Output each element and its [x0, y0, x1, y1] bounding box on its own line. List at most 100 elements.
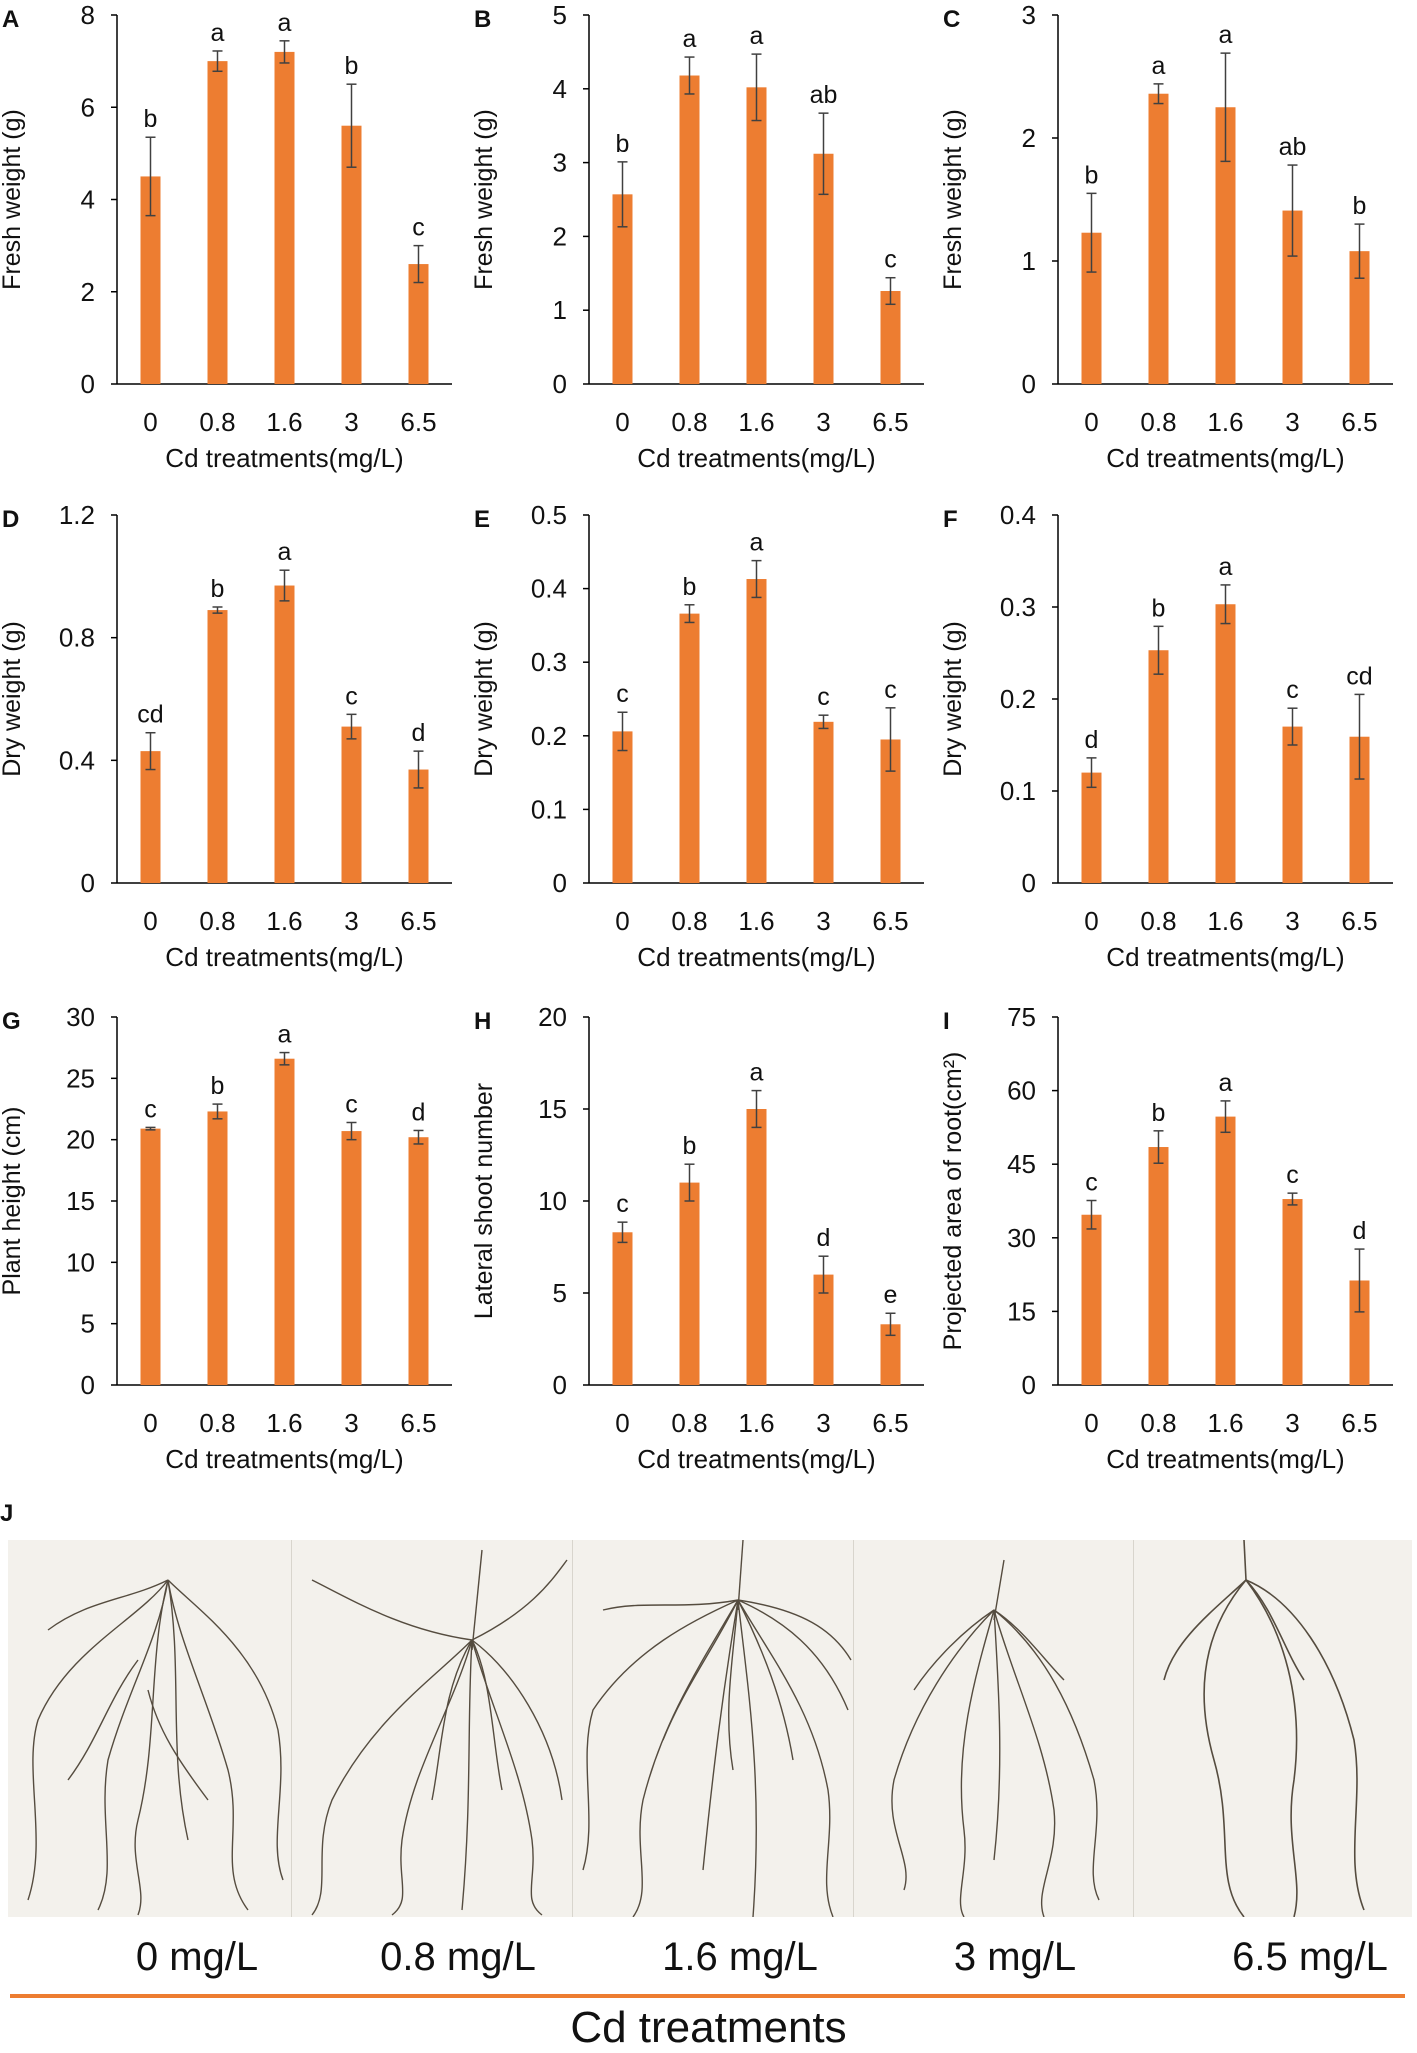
significance-letter-i-3: c	[1286, 1161, 1299, 1189]
x-tick-label-f-3: 3	[1285, 906, 1299, 936]
panel-label-h: H	[474, 1008, 491, 1035]
bar-e-4	[880, 739, 901, 883]
x-tick-label-i-2: 1.6	[1207, 1408, 1243, 1438]
bar-c-0	[1081, 232, 1102, 384]
significance-letter-b-3: ab	[810, 81, 838, 109]
bar-i-4	[1349, 1280, 1370, 1385]
y-tick-label-a: 8	[81, 0, 95, 30]
significance-letter-c-2: a	[1219, 21, 1233, 49]
significance-letter-d-4: d	[412, 719, 426, 747]
y-tick-label-b: 2	[553, 221, 567, 251]
y-tick-label-g: 5	[81, 1309, 95, 1339]
bar-d-0	[140, 751, 161, 883]
significance-letter-c-1: a	[1152, 52, 1166, 80]
y-tick-label-i: 0	[1022, 1370, 1036, 1400]
y-tick-label-a: 4	[81, 185, 95, 215]
y-tick-label-i: 75	[1007, 1002, 1036, 1032]
significance-letter-e-4: c	[884, 676, 897, 704]
significance-letter-i-1: b	[1152, 1099, 1166, 1127]
significance-letter-h-0: c	[616, 1190, 629, 1218]
x-tick-label-c-3: 3	[1285, 407, 1299, 437]
significance-letter-b-2: a	[750, 22, 764, 50]
y-tick-label-b: 4	[553, 74, 567, 104]
x-axis-label-h: Cd treatments(mg/L)	[637, 1444, 875, 1474]
bar-a-3	[341, 125, 362, 384]
root-photo-0	[27, 1579, 284, 1916]
x-axis-label-c: Cd treatments(mg/L)	[1106, 443, 1344, 473]
y-tick-label-d: 0	[81, 868, 95, 898]
bar-e-3	[813, 721, 834, 883]
significance-letter-e-2: a	[750, 529, 764, 557]
treatment-title: Cd treatments	[570, 2003, 847, 2052]
concentration-label-3: 3 mg/L	[953, 1935, 1077, 1979]
y-tick-label-g: 30	[66, 1002, 95, 1032]
bar-d-1	[207, 610, 228, 883]
x-tick-label-a-2: 1.6	[266, 407, 302, 437]
significance-letter-g-1: b	[211, 1072, 225, 1100]
x-tick-label-i-1: 0.8	[1140, 1408, 1176, 1438]
y-tick-label-h: 15	[538, 1094, 567, 1124]
y-tick-label-g: 20	[66, 1125, 95, 1155]
x-tick-label-d-2: 1.6	[266, 906, 302, 936]
x-axis-label-e: Cd treatments(mg/L)	[637, 942, 875, 972]
chart-g: G 0 5 10 15 20 25 30 Plant height (cm) c 0 b 0.8 a 1.6…	[0, 1002, 452, 1474]
x-tick-label-b-2: 1.6	[738, 407, 774, 437]
bar-a-4	[408, 264, 429, 384]
significance-letter-c-0: b	[1085, 161, 1099, 189]
bar-e-0	[612, 731, 633, 883]
x-tick-label-d-4: 6.5	[400, 906, 436, 936]
x-axis-label-i: Cd treatments(mg/L)	[1106, 1444, 1344, 1474]
concentration-label-0: 0 mg/L	[135, 1935, 259, 1979]
bar-f-4	[1349, 736, 1370, 883]
bar-c-1	[1148, 93, 1169, 384]
y-axis-label-i: Projected area of root(cm²)	[939, 1052, 967, 1351]
y-tick-label-g: 15	[66, 1186, 95, 1216]
bar-c-2	[1215, 107, 1236, 384]
y-tick-label-h: 10	[538, 1186, 567, 1216]
chart-a: A 0 2 4 6 8 Fresh weight (g) b 0 a 0.8 a 1.6 b 3 c 6.5 Cd…	[0, 0, 452, 473]
x-axis-label-b: Cd treatments(mg/L)	[637, 443, 875, 473]
y-axis-label-d: Dry weight (g)	[0, 621, 26, 777]
bar-h-1	[679, 1182, 700, 1385]
significance-letter-f-3: c	[1286, 676, 1299, 704]
bar-b-4	[880, 291, 901, 384]
x-tick-label-d-3: 3	[344, 906, 358, 936]
chart-d: D 0 0.4 0.8 1.2 Dry weight (g) cd 0 b 0.8 a 1.6 c 3 d 6…	[0, 500, 452, 972]
y-tick-label-g: 10	[66, 1247, 95, 1277]
significance-letter-d-3: c	[345, 682, 358, 710]
bar-g-0	[140, 1128, 161, 1385]
significance-letter-c-3: ab	[1279, 133, 1307, 161]
significance-letter-g-4: d	[412, 1098, 426, 1126]
x-tick-label-a-0: 0	[143, 407, 157, 437]
x-tick-label-a-3: 3	[344, 407, 358, 437]
x-tick-label-b-3: 3	[816, 407, 830, 437]
significance-letter-b-4: c	[884, 246, 897, 274]
concentration-label-0-8: 0.8 mg/L	[380, 1935, 536, 1979]
x-tick-label-h-3: 3	[816, 1408, 830, 1438]
y-axis-label-e: Dry weight (g)	[470, 621, 498, 777]
bar-f-2	[1215, 604, 1236, 883]
y-tick-label-e: 0.2	[531, 721, 567, 751]
bar-i-2	[1215, 1116, 1236, 1385]
x-tick-label-i-3: 3	[1285, 1408, 1299, 1438]
bar-f-1	[1148, 650, 1169, 883]
x-tick-label-i-4: 6.5	[1341, 1408, 1377, 1438]
bar-d-4	[408, 769, 429, 883]
bar-d-3	[341, 726, 362, 883]
chart-b: B 0 1 2 3 4 5 Fresh weight (g) b 0 a 0.8 a 1.6 ab 3 c 6.5…	[470, 0, 924, 473]
panel-label-i: I	[943, 1008, 950, 1035]
bar-c-4	[1349, 251, 1370, 384]
y-tick-label-e: 0	[553, 868, 567, 898]
x-tick-label-b-4: 6.5	[872, 407, 908, 437]
bar-i-1	[1148, 1147, 1169, 1385]
y-tick-label-a: 2	[81, 277, 95, 307]
x-tick-label-f-1: 0.8	[1140, 906, 1176, 936]
bar-g-2	[274, 1058, 295, 1385]
x-tick-label-a-1: 0.8	[199, 407, 235, 437]
bar-a-2	[274, 51, 295, 385]
significance-letter-d-0: cd	[137, 701, 163, 729]
y-tick-label-c: 3	[1022, 0, 1036, 30]
significance-letter-e-1: b	[683, 573, 697, 601]
bar-h-3	[813, 1274, 834, 1385]
